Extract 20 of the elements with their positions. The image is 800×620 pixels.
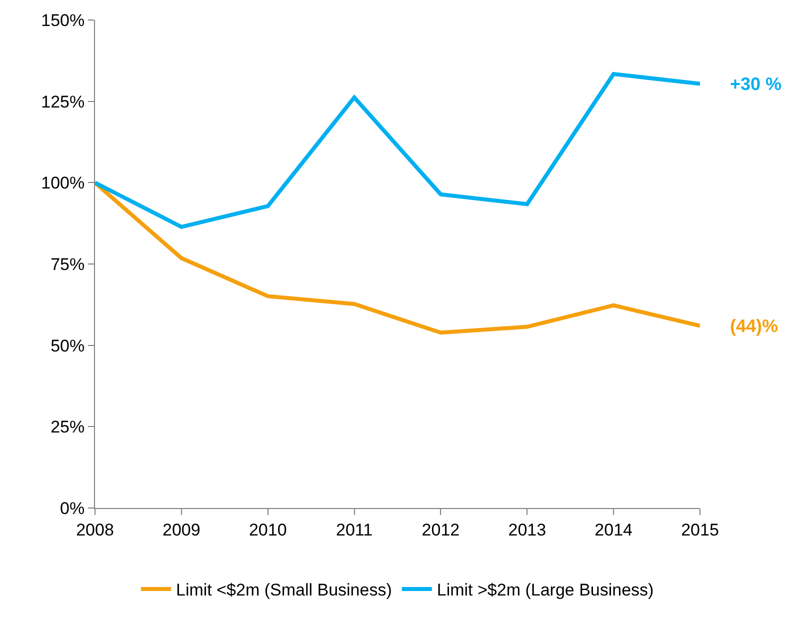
x-tick-label: 2010 [248, 520, 287, 540]
annotation: (44)% [730, 316, 778, 336]
y-tick-label: 50% [50, 336, 85, 356]
x-tick-label: 2008 [76, 520, 114, 540]
y-tick-label: 25% [50, 418, 85, 437]
x-tick-label: 2013 [508, 520, 546, 540]
legend-label: Limit <$2m (Small Business) [176, 580, 392, 600]
y-tick-label: 0% [60, 498, 85, 518]
y-tick-label: 150% [41, 10, 85, 30]
x-tick-label: 2011 [336, 520, 373, 540]
y-tick-label: 125% [41, 92, 85, 112]
y-tick-label: 100% [41, 174, 85, 193]
x-tick-label: 2012 [422, 520, 460, 540]
legend-label: Limit >$2m (Large Business) [436, 580, 654, 600]
x-tick-label: 2015 [681, 520, 719, 540]
x-tick-label: 2014 [594, 520, 632, 540]
annotation: +30 % [730, 74, 782, 94]
line-series [95, 72, 700, 229]
x-tick-label: 2009 [162, 520, 200, 540]
y-tick-label: 75% [50, 254, 85, 274]
